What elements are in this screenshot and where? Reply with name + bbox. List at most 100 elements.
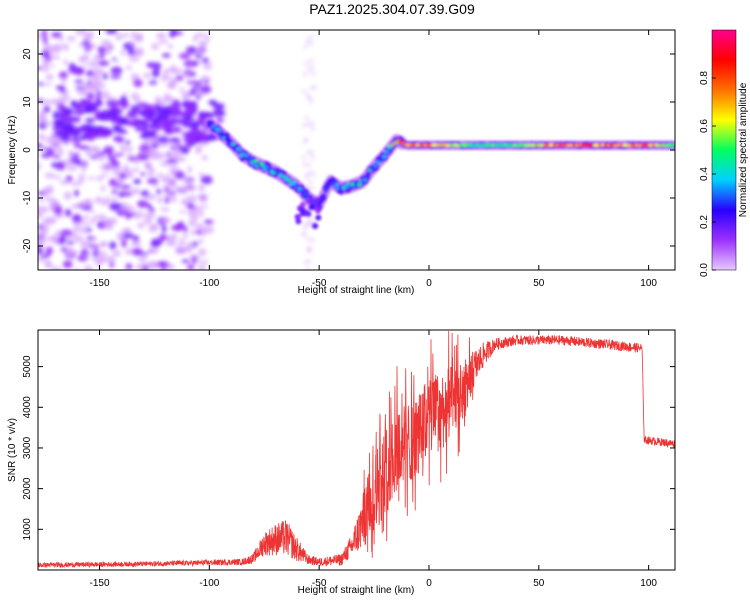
noise-blob [306,237,311,242]
snr-panel: -150 -100 -50 0 50 100 1000 2000 3000 4000 5000 H… [7,329,676,596]
noise-blob [73,267,81,270]
x-tick-label: -150 [89,578,109,589]
noise-blob [90,257,98,262]
noise-blob [165,183,171,187]
noise-blob [74,189,79,197]
noise-blob [157,39,169,44]
y-tick-label: -10 [22,190,33,205]
noise-blob [308,35,313,40]
noise-blob [201,260,209,265]
noise-blob [215,117,224,123]
noise-blob [184,72,189,78]
noise-blob [53,175,62,180]
noise-blob [304,260,309,264]
noise-blob [179,145,190,155]
noise-blob [115,33,123,41]
noise-blob [81,167,86,174]
noise-blob [161,267,167,270]
noise-blob [200,135,209,142]
noise-blob [151,142,159,149]
noise-blob [38,256,46,263]
noise-blob [187,205,196,210]
ridge-core [278,173,283,177]
noise-blob [73,225,80,232]
colorbar-tick-label: 0.2 [699,215,710,229]
x-tick-label: 50 [533,278,545,289]
colorbar-tick-label: 0.8 [699,71,710,85]
noise-blob [307,96,312,101]
noise-blob [304,137,309,142]
ridge-core [352,185,357,189]
noise-blob [73,235,85,243]
noise-blob [77,43,88,47]
ridge-spur [309,204,316,211]
noise-blob [59,95,71,102]
noise-blob [38,245,44,255]
noise-blob [78,55,84,64]
noise-blob [120,48,126,57]
noise-blob [69,116,82,123]
noise-blob [171,68,183,75]
noise-blob [143,217,153,225]
noise-blob [309,150,314,155]
noise-blob [307,67,312,72]
noise-blob [177,156,187,162]
noise-blob [183,59,196,68]
colorbar-tick-label: 0.0 [699,263,710,277]
noise-blob [84,221,90,227]
ridge-core [373,164,378,168]
noise-blob [143,162,153,169]
noise-blob [170,30,177,37]
ridge-core [248,157,253,161]
noise-blob [50,155,61,159]
ridge-core [672,143,675,147]
noise-blob [89,154,99,159]
colorbar: 0.0 0.2 0.4 0.6 0.8 Normalized spectral ampl… [699,29,749,277]
noise-blob [161,53,171,58]
noise-blob [159,217,172,224]
figure-title: PAZ1.2025.304.07.39.G09 [309,1,475,17]
noise-blob [48,55,61,60]
noise-blob [196,144,202,153]
noise-blob [191,255,197,265]
ridge-core [296,184,301,188]
ridge-core [273,168,278,172]
noise-blob [150,208,155,213]
noise-blob [166,159,178,163]
noise-blob [197,49,207,55]
noise-blob [64,208,72,217]
noise-blob [178,87,186,92]
noise-blob [136,32,144,42]
spectrogram-y-axis: -20 -10 0 10 20 [22,48,675,253]
noise-blob [52,111,62,119]
noise-blob [121,228,131,234]
noise-blob [198,111,205,119]
noise-blob [66,250,79,255]
ridge-core [253,159,258,163]
noise-blob [95,100,103,105]
noise-blob [83,47,93,51]
colorbar-ticks: 0.0 0.2 0.4 0.6 0.8 [699,71,716,277]
noise-blob [63,59,69,66]
noise-blob [59,34,64,42]
noise-blob [140,172,146,177]
noise-blob [83,214,89,220]
ridge-core [217,128,221,133]
noise-blob [148,214,157,218]
noise-blob [170,77,178,81]
x-tick-label: 100 [640,278,657,289]
noise-blob [93,72,101,80]
noise-blob [87,176,96,180]
noise-blob [64,44,69,52]
noise-blob [125,211,131,220]
noise-blob [157,261,169,268]
noise-blobs [38,30,317,270]
noise-blob [64,124,75,129]
noise-blob [302,89,307,94]
spectrogram-x-axis: -150 -100 -50 0 50 100 [89,30,657,289]
noise-blob [304,61,309,66]
noise-blob [125,65,133,71]
colorbar-gradient [711,29,737,271]
